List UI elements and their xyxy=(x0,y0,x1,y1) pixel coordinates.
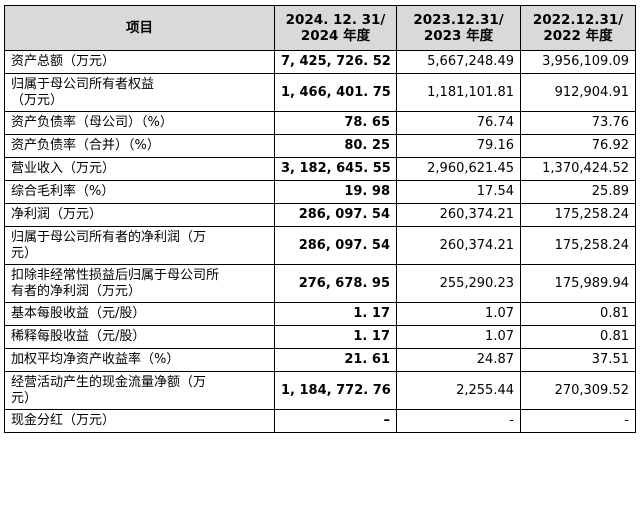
header-2022: 2022.12.31/ 2022 年度 xyxy=(520,5,636,51)
row-item-label: 扣除非经常性损益后归属于母公司所 有者的净利润（万元） xyxy=(4,264,275,303)
value-2024: 286, 097. 54 xyxy=(274,203,397,227)
value-2022: 25.89 xyxy=(520,180,636,204)
value-2023: 2,255.44 xyxy=(396,371,521,410)
value-2023: 79.16 xyxy=(396,134,521,158)
header-item: 项目 xyxy=(4,5,275,51)
row-item-label: 资产负债率（合并）（%） xyxy=(4,134,275,158)
table-row: 资产总额（万元） 7, 425, 726. 52 5,667,248.49 3,956… xyxy=(4,50,636,74)
value-2023: 17.54 xyxy=(396,180,521,204)
table-row: 归属于母公司所有者的净利润（万 元） 286, 097. 54 260,374.21… xyxy=(4,226,636,265)
value-2024: 7, 425, 726. 52 xyxy=(274,50,397,74)
row-item-label: 净利润（万元） xyxy=(4,203,275,227)
value-2023: 260,374.21 xyxy=(396,203,521,227)
value-2022: 0.81 xyxy=(520,325,636,349)
row-item-label: 加权平均净资产收益率（%） xyxy=(4,348,275,372)
value-2024: 19. 98 xyxy=(274,180,397,204)
value-2024: 1. 17 xyxy=(274,302,397,326)
value-2023: - xyxy=(396,409,521,433)
value-2022: 76.92 xyxy=(520,134,636,158)
value-2023: 1,181,101.81 xyxy=(396,73,521,112)
value-2023: 1.07 xyxy=(396,302,521,326)
value-2022: 0.81 xyxy=(520,302,636,326)
row-item-label: 基本每股收益（元/股） xyxy=(4,302,275,326)
row-item-label: 稀释每股收益（元/股） xyxy=(4,325,275,349)
value-2022: - xyxy=(520,409,636,433)
table-row: 净利润（万元） 286, 097. 54 260,374.21 175,258.24 xyxy=(4,203,636,227)
value-2023: 1.07 xyxy=(396,325,521,349)
value-2023: 260,374.21 xyxy=(396,226,521,265)
header-2023: 2023.12.31/ 2023 年度 xyxy=(396,5,521,51)
row-item-label: 归属于母公司所有者的净利润（万 元） xyxy=(4,226,275,265)
value-2022: 3,956,109.09 xyxy=(520,50,636,74)
table-row: 扣除非经常性损益后归属于母公司所 有者的净利润（万元） 276, 678. 95 2… xyxy=(4,264,636,303)
value-2024: 1, 466, 401. 75 xyxy=(274,73,397,112)
financial-table: 项目 2024. 12. 31/ 2024 年度 2023.12.31/ 202… xyxy=(4,5,636,433)
value-2022: 175,989.94 xyxy=(520,264,636,303)
value-2023: 2,960,621.45 xyxy=(396,157,521,181)
table-row: 经营活动产生的现金流量净额（万 元） 1, 184, 772. 76 2,255.4… xyxy=(4,371,636,410)
value-2024: 1, 184, 772. 76 xyxy=(274,371,397,410)
row-item-label: 现金分红（万元） xyxy=(4,409,275,433)
value-2022: 912,904.91 xyxy=(520,73,636,112)
table-row: 综合毛利率（%） 19. 98 17.54 25.89 xyxy=(4,180,636,204)
value-2024: 276, 678. 95 xyxy=(274,264,397,303)
value-2024: 1. 17 xyxy=(274,325,397,349)
value-2024: 78. 65 xyxy=(274,111,397,135)
value-2023: 255,290.23 xyxy=(396,264,521,303)
value-2024: 286, 097. 54 xyxy=(274,226,397,265)
row-item-label: 经营活动产生的现金流量净额（万 元） xyxy=(4,371,275,410)
value-2022: 1,370,424.52 xyxy=(520,157,636,181)
table-row: 资产负债率（母公司）（%） 78. 65 76.74 73.76 xyxy=(4,111,636,135)
value-2022: 270,309.52 xyxy=(520,371,636,410)
table-row: 资产负债率（合并）（%） 80. 25 79.16 76.92 xyxy=(4,134,636,158)
value-2022: 73.76 xyxy=(520,111,636,135)
value-2024: – xyxy=(274,409,397,433)
value-2023: 76.74 xyxy=(396,111,521,135)
value-2022: 175,258.24 xyxy=(520,226,636,265)
value-2023: 5,667,248.49 xyxy=(396,50,521,74)
table-body: 资产总额（万元） 7, 425, 726. 52 5,667,248.49 3,956… xyxy=(4,50,636,433)
table-row: 营业收入（万元） 3, 182, 645. 55 2,960,621.45 1,370… xyxy=(4,157,636,181)
value-2024: 3, 182, 645. 55 xyxy=(274,157,397,181)
table-row: 归属于母公司所有者权益 （万元） 1, 466, 401. 75 1,181,101… xyxy=(4,73,636,112)
table-row: 稀释每股收益（元/股） 1. 17 1.07 0.81 xyxy=(4,325,636,349)
row-item-label: 归属于母公司所有者权益 （万元） xyxy=(4,73,275,112)
table-row: 加权平均净资产收益率（%） 21. 61 24.87 37.51 xyxy=(4,348,636,372)
header-2024: 2024. 12. 31/ 2024 年度 xyxy=(274,5,397,51)
row-item-label: 资产总额（万元） xyxy=(4,50,275,74)
row-item-label: 综合毛利率（%） xyxy=(4,180,275,204)
value-2024: 21. 61 xyxy=(274,348,397,372)
value-2024: 80. 25 xyxy=(274,134,397,158)
row-item-label: 资产负债率（母公司）（%） xyxy=(4,111,275,135)
table-row: 基本每股收益（元/股） 1. 17 1.07 0.81 xyxy=(4,302,636,326)
value-2023: 24.87 xyxy=(396,348,521,372)
value-2022: 175,258.24 xyxy=(520,203,636,227)
header-row: 项目 2024. 12. 31/ 2024 年度 2023.12.31/ 202… xyxy=(4,5,636,51)
value-2022: 37.51 xyxy=(520,348,636,372)
table-row: 现金分红（万元） – - - xyxy=(4,409,636,433)
row-item-label: 营业收入（万元） xyxy=(4,157,275,181)
